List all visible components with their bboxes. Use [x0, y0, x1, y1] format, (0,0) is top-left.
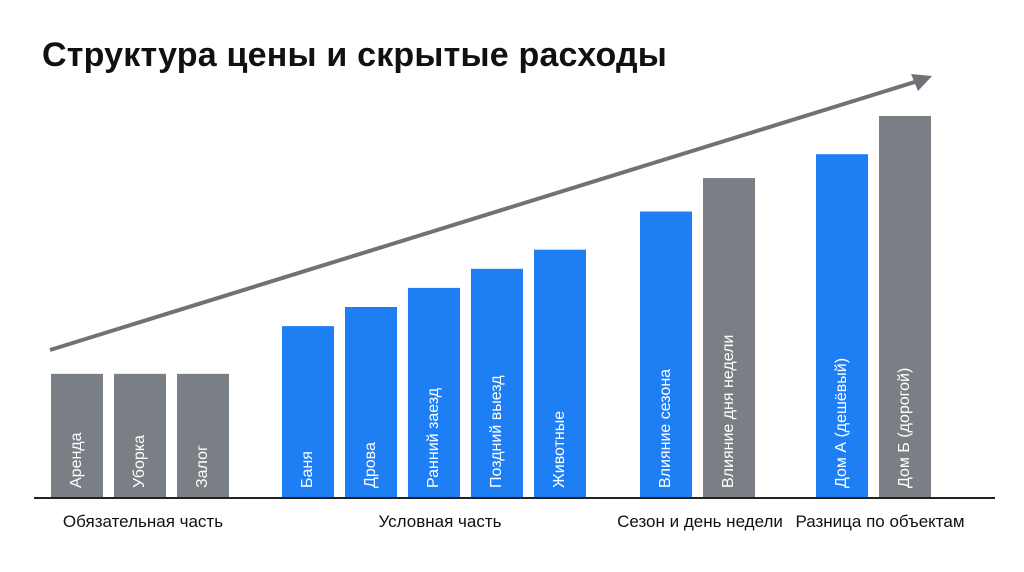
group-label-mandatory: Обязательная часть: [62, 512, 224, 531]
bar-3: [177, 373, 229, 498]
bar-labels-layer: Аренда Уборка Залог Баня Дрова Ранний заезд По…: [68, 335, 913, 488]
bar-label-8: Животные: [551, 411, 568, 488]
bar-10: [703, 178, 755, 498]
trend-line: [49, 79, 919, 352]
bar-1: [51, 373, 103, 498]
bar-label-9: Влияние сезона: [657, 369, 674, 488]
group-label-season-weekday: Сезон и день недели: [617, 512, 783, 531]
bar-label-6: Ранний заезд: [425, 387, 442, 488]
bar-label-4: Баня: [299, 451, 316, 488]
bar-label-10: Влияние дня недели: [720, 335, 737, 488]
bar-2: [114, 373, 166, 498]
bar-5: [345, 307, 397, 498]
bar-12: [879, 116, 931, 498]
group-label-conditional: Условная часть: [378, 512, 502, 531]
bar-4: [282, 326, 334, 498]
page-title: Структура цены и скрытые расходы: [42, 36, 668, 74]
bar-label-3: Залог: [194, 445, 211, 488]
trend-arrow-head: [911, 74, 932, 91]
bar-7: [471, 268, 523, 498]
bar-8: [534, 249, 586, 498]
bar-9: [640, 211, 692, 498]
bar-label-2: Уборка: [131, 435, 148, 488]
bars-layer: [51, 116, 931, 498]
bar-6: [408, 287, 460, 498]
bar-11: [816, 154, 868, 498]
bar-label-11: Дом А (дешёвый): [833, 358, 850, 488]
bar-label-12: Дом Б (дорогой): [896, 368, 913, 488]
bar-label-7: Поздний выезд: [488, 375, 505, 488]
bar-label-1: Аренда: [68, 432, 85, 488]
bar-label-5: Дрова: [362, 442, 379, 488]
trend-arrow: [49, 74, 932, 352]
group-label-property-difference: Разница по объектам: [795, 512, 965, 531]
